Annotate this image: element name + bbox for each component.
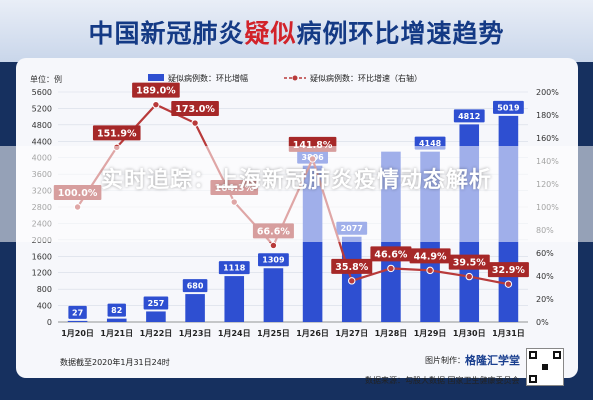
- line-point: [387, 264, 395, 273]
- x-tick-label: 1月21日: [100, 329, 133, 338]
- bar-data-label: 82: [111, 306, 122, 315]
- bar-label-box: [68, 305, 87, 319]
- x-tick-label: 1月20日: [61, 329, 94, 338]
- line-point: [348, 277, 356, 285]
- y2-tick-label: 40%: [536, 272, 554, 281]
- bar-label-box: [182, 279, 208, 293]
- bar-label-box: [258, 253, 289, 267]
- line-data-label: 151.9%: [97, 128, 137, 139]
- line-label-box: [448, 254, 490, 270]
- bar-data-label: 5019: [497, 103, 520, 112]
- legend-bar-label: 疑似病例数：环比增幅: [168, 73, 248, 83]
- line-point: [504, 280, 513, 288]
- header-band: [0, 0, 593, 62]
- bar: [146, 311, 166, 322]
- line-point: [152, 100, 160, 109]
- bar-label-box: [453, 109, 485, 123]
- title-prefix: 中国新冠肺炎: [88, 19, 245, 48]
- bar-label-box: [218, 261, 250, 275]
- line-label-box: [370, 246, 412, 262]
- line-label-box: [132, 82, 180, 98]
- line-point: [426, 266, 434, 275]
- x-tick-label: 1月28日: [375, 329, 408, 338]
- bar-label-box: [493, 100, 524, 114]
- bar-data-label: 27: [72, 308, 83, 317]
- bar-data-label: 1309: [262, 256, 285, 265]
- x-tick-label: 1月22日: [140, 329, 173, 338]
- y-tick-label: 4800: [32, 121, 52, 130]
- bar-data-label: 1118: [223, 264, 246, 273]
- line-data-label: 189.0%: [136, 86, 176, 97]
- x-tick-label: 1月30日: [453, 329, 486, 338]
- line-label-box: [92, 125, 141, 141]
- y-tick-label: 4400: [32, 137, 52, 146]
- bar-label-box: [143, 296, 169, 310]
- headline-overlay: [0, 146, 593, 242]
- y-tick-label: 1600: [32, 252, 52, 261]
- x-tick-label: 1月25日: [257, 329, 290, 338]
- y2-tick-label: 160%: [536, 134, 559, 143]
- line-point: [465, 272, 473, 281]
- y-tick-label: 1200: [32, 269, 52, 278]
- bar: [263, 268, 284, 322]
- headline-text: 实时追踪：上海新冠肺炎疫情动态解析: [100, 168, 492, 193]
- y-tick-label: 0: [47, 318, 52, 327]
- y-tick-label: 5600: [32, 88, 52, 97]
- x-tick-label: 1月29日: [414, 329, 447, 338]
- data-source: 数据来源：勾股大数据 国家卫生健康委员会: [365, 376, 520, 385]
- bar-data-label: 4148: [419, 139, 442, 148]
- bar: [185, 294, 205, 322]
- x-tick-label: 1月26日: [296, 329, 329, 338]
- line-data-label: 141.8%: [293, 140, 333, 151]
- title-suffix: 病例环比增速趋势: [296, 19, 505, 48]
- line-data-label: 32.9%: [492, 265, 525, 276]
- bar: [67, 320, 88, 322]
- legend-bar-swatch: [148, 74, 164, 81]
- line-label-box: [331, 258, 373, 274]
- legend-line-marker: [292, 75, 298, 81]
- line-label-box: [487, 262, 529, 278]
- line-data-label: 39.5%: [453, 258, 486, 269]
- y-tick-label: 5200: [32, 104, 52, 113]
- y-tick-label: 800: [37, 285, 52, 294]
- y2-tick-label: 60%: [536, 249, 554, 258]
- line-label-box: [171, 101, 219, 117]
- line-label-box: [409, 248, 451, 264]
- line-point: [191, 119, 199, 127]
- y2-tick-label: 180%: [536, 111, 559, 120]
- bar-data-label: 4812: [458, 112, 480, 121]
- y2-tick-label: 0%: [536, 318, 549, 327]
- line-data-label: 35.8%: [335, 262, 368, 273]
- line-data-label: 44.9%: [414, 251, 447, 262]
- x-tick-label: 1月23日: [179, 329, 212, 338]
- y-axis-label: 单位：例: [30, 74, 62, 84]
- qr-code-icon: [526, 348, 564, 386]
- line-data-label: 46.6%: [374, 249, 407, 260]
- x-tick-label: 1月24日: [218, 329, 251, 338]
- x-tick-label: 1月31日: [492, 329, 525, 338]
- y2-tick-label: 20%: [536, 295, 554, 304]
- bar-data-label: 257: [148, 299, 165, 308]
- bar-data-label: 680: [187, 282, 204, 291]
- y-tick-label: 400: [37, 302, 52, 311]
- page-title: 中国新冠肺炎疑似病例环比增速趋势: [0, 14, 593, 50]
- title-highlight: 疑似: [244, 19, 297, 48]
- data-cutoff-note: 数据截至2020年1月31日24时: [60, 358, 170, 367]
- x-tick-label: 1月27日: [335, 329, 368, 338]
- line-data-label: 173.0%: [175, 104, 215, 115]
- bar: [106, 318, 127, 322]
- y2-tick-label: 200%: [536, 88, 559, 97]
- credit-label: 图片制作：: [425, 356, 465, 365]
- legend-line-label: 疑似病例数：环比增速（右轴）: [310, 73, 422, 83]
- brand-logo: 格隆汇学堂: [465, 354, 520, 367]
- line-point: [269, 241, 278, 250]
- bar: [224, 276, 245, 322]
- bar-label-box: [107, 303, 126, 317]
